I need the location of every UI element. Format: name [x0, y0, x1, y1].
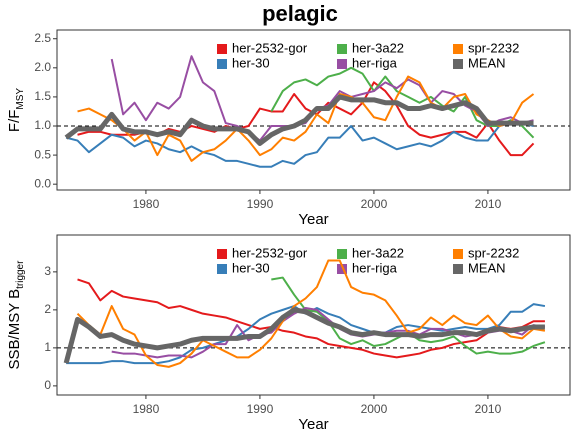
- series-line: [76, 259, 546, 368]
- panel: 0.0 0.5 1.0 1.5 2.0 2.5 1980 1990 2000 2010 Year F/…: [6, 29, 571, 228]
- series-line: [77, 75, 535, 162]
- legend-swatch: [337, 249, 347, 259]
- legend-label: her-2532-gor: [232, 245, 308, 260]
- series-line: [77, 278, 545, 359]
- legend-label: her-riga: [352, 260, 398, 275]
- y-axis-label-main: SSB/MSY B: [6, 289, 23, 370]
- y-axis-label: SSB/MSY Btrigger: [6, 260, 26, 370]
- legend-swatch: [337, 264, 347, 274]
- legend-swatch: [453, 249, 463, 259]
- y-tick-label: 0.5: [34, 147, 51, 161]
- legend-label: spr-2232: [468, 245, 519, 260]
- y-tick-label: 3: [44, 264, 51, 278]
- y-tick-label: 2.0: [34, 60, 51, 74]
- panel: 0 1 2 3 1980 1990 2000 2010 Year SSB/MSY Btrigger…: [6, 234, 571, 432]
- x-tick-label: 1980: [133, 402, 160, 416]
- y-tick-label: 0: [44, 378, 51, 392]
- legend-swatch: [453, 59, 463, 69]
- y-tick-label: 2: [44, 302, 51, 316]
- x-tick-label: 1990: [247, 402, 274, 416]
- x-tick-label: 2000: [361, 197, 388, 211]
- legend-swatch: [337, 44, 347, 54]
- legend-swatch: [217, 59, 227, 69]
- y-axis-label: F/FMSY: [6, 88, 26, 133]
- legend-swatch: [453, 44, 463, 54]
- legend-label: her-2532-gor: [232, 40, 308, 55]
- x-axis-label: Year: [298, 211, 328, 228]
- series-line: [270, 66, 535, 139]
- y-tick-label: 2.5: [34, 31, 51, 45]
- x-tick-label: 2010: [475, 197, 502, 211]
- legend-label: spr-2232: [468, 40, 519, 55]
- legend-label: her-30: [232, 260, 270, 275]
- y-tick-label: 1.0: [34, 118, 51, 132]
- plot-frame: [56, 234, 571, 396]
- legend-swatch: [453, 264, 463, 274]
- legend-swatch: [337, 59, 347, 69]
- legend-label: MEAN: [468, 260, 506, 275]
- x-tick-label: 2010: [475, 402, 502, 416]
- series-line: [64, 94, 534, 146]
- y-axis-label-sub: trigger: [15, 260, 26, 289]
- legend-label: MEAN: [468, 55, 506, 70]
- legend-swatch: [217, 44, 227, 54]
- legend-swatch: [217, 264, 227, 274]
- legend-label: her-3a22: [352, 40, 404, 55]
- plot-frame: [56, 29, 571, 191]
- y-axis-label-sub: MSY: [15, 88, 26, 110]
- y-tick-label: 1.5: [34, 89, 51, 103]
- x-tick-label: 2000: [361, 402, 388, 416]
- y-axis-label-main: F/F: [6, 110, 23, 133]
- series-line: [65, 122, 534, 168]
- legend-label: her-30: [232, 55, 270, 70]
- legend-label: her-riga: [352, 55, 398, 70]
- y-tick-label: 1: [44, 340, 51, 354]
- legend-swatch: [217, 249, 227, 259]
- x-axis-label: Year: [298, 416, 328, 432]
- legend-label: her-3a22: [352, 245, 404, 260]
- figure-title: pelagic: [262, 1, 338, 26]
- y-tick-label: 0.0: [34, 176, 51, 190]
- x-tick-label: 1980: [133, 197, 160, 211]
- x-tick-label: 1990: [247, 197, 274, 211]
- series-line: [63, 307, 545, 364]
